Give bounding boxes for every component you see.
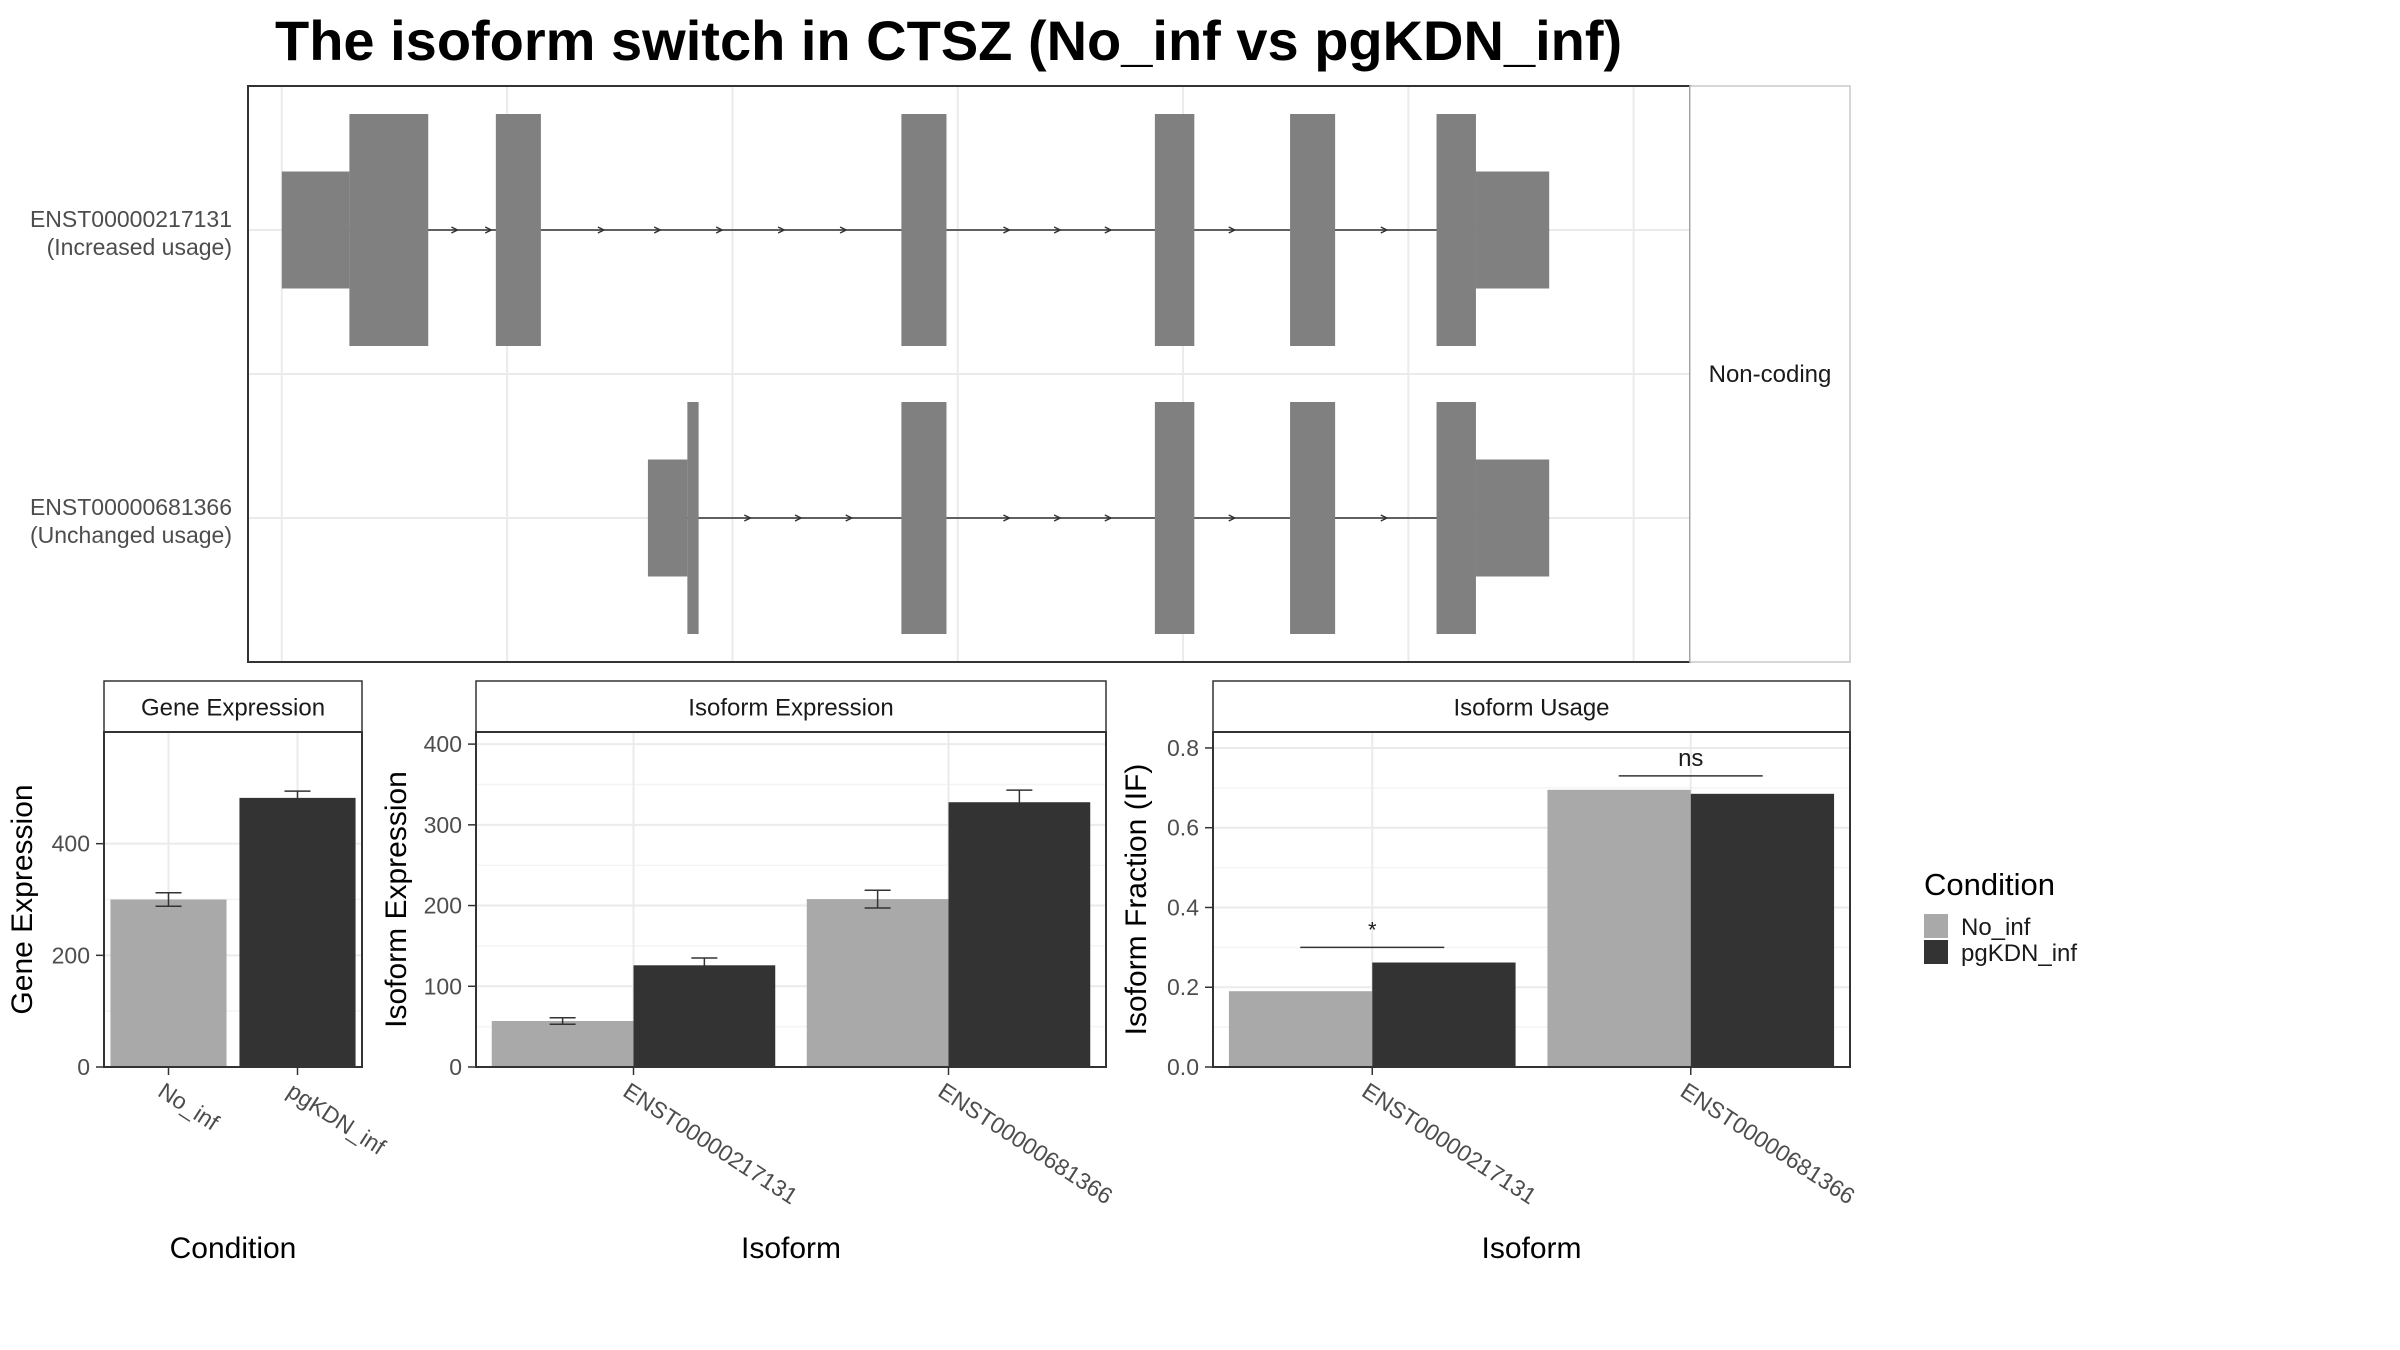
panel-border <box>103 731 363 1068</box>
isoform-usage-panel: Isoform Usage * ns 0.0 0.2 0.4 0.6 0.8 ENST00000… <box>1120 680 1860 1265</box>
bar <box>1690 793 1835 1067</box>
y-tick-label: 100 <box>424 973 462 999</box>
y-tick-label: 400 <box>52 831 90 857</box>
legend-swatch <box>1924 914 1948 938</box>
isoform-expression-panel: Isoform Expression 0 100 200 300 400 ENST00000… <box>380 680 1118 1265</box>
y-tick-label: 300 <box>424 812 462 838</box>
significance-label: * <box>1368 917 1377 942</box>
x-tick-label: ENST00000681366 <box>1676 1077 1860 1209</box>
strand-arrow <box>777 226 786 234</box>
x-axis-title: Isoform <box>741 1232 841 1265</box>
panel-border <box>1212 731 1851 1068</box>
y-tick-label: 200 <box>52 942 90 968</box>
panel-strip-label: Gene Expression <box>141 695 325 722</box>
x-tick-label: ENST00000217131 <box>1358 1077 1542 1209</box>
bar <box>806 899 949 1067</box>
x-tick-label: No_inf <box>154 1077 224 1135</box>
transcript-usage-label: (Increased usage) <box>47 234 232 260</box>
strand-arrow <box>597 226 606 234</box>
x-axis-title: Isoform <box>1481 1232 1581 1265</box>
strand-arrow <box>794 514 803 522</box>
transcript-id-label: ENST00000217131 <box>30 206 232 232</box>
panel-strip <box>103 680 363 733</box>
strand-arrow <box>1380 226 1389 234</box>
noncoding-exon <box>281 171 350 289</box>
y-tick-label: 200 <box>424 893 462 919</box>
strand-arrow <box>1003 226 1012 234</box>
strand-arrow <box>845 514 854 522</box>
bar <box>491 1020 634 1067</box>
strand-arrow <box>484 226 493 234</box>
panel-strip-label: Isoform Usage <box>1453 695 1609 722</box>
strand-arrow <box>1053 514 1062 522</box>
gene-structure-panel: ENST00000217131(Increased usage) ENST0000… <box>30 85 1851 663</box>
coding-exon <box>687 402 699 634</box>
coding-exon <box>1290 114 1336 346</box>
y-axis-title: Isoform Fraction (IF) <box>1120 764 1153 1036</box>
bar <box>1228 991 1373 1067</box>
legend-entry-label: pgKDN_inf <box>1961 940 2077 967</box>
strand-arrow <box>715 226 724 234</box>
bar <box>633 965 776 1067</box>
bar <box>110 899 227 1067</box>
coding-exon <box>901 114 947 346</box>
strand-arrow <box>1053 226 1062 234</box>
strand-arrow <box>1003 514 1012 522</box>
transcript-usage-label: (Unchanged usage) <box>30 522 232 548</box>
y-tick-label: 400 <box>424 731 462 757</box>
strand-arrow <box>1228 226 1237 234</box>
y-tick-label: 0.2 <box>1167 974 1199 1000</box>
coding-exon <box>1436 114 1476 346</box>
y-tick-label: 0 <box>77 1054 90 1080</box>
strand-arrow <box>1380 514 1389 522</box>
noncoding-exon <box>647 459 688 577</box>
bar <box>948 802 1091 1067</box>
legend-title: Condition <box>1924 867 2055 902</box>
strand-arrow <box>1104 514 1113 522</box>
bar <box>1547 789 1691 1067</box>
y-tick-label: 0 <box>449 1054 462 1080</box>
coding-exon <box>1436 402 1476 634</box>
noncoding-exon <box>1475 171 1550 289</box>
legend-swatch <box>1924 940 1948 964</box>
x-tick-label: pgKDN_inf <box>283 1077 391 1160</box>
bar <box>239 797 356 1067</box>
coding-exon <box>1154 402 1195 634</box>
noncoding-exon <box>1475 459 1550 577</box>
transcript-id-label: ENST00000681366 <box>30 494 232 520</box>
panel-strip <box>1212 680 1851 733</box>
x-tick-label: ENST00000217131 <box>619 1077 803 1209</box>
structure-strip-label: Non-coding <box>1709 361 1832 388</box>
y-tick-label: 0.8 <box>1167 735 1199 761</box>
y-tick-label: 0.6 <box>1167 815 1199 841</box>
x-axis-title: Condition <box>170 1232 297 1265</box>
y-axis-title: Isoform Expression <box>380 771 413 1028</box>
panel-strip-label: Isoform Expression <box>688 695 893 722</box>
gene-expression-panel: Gene Expression 0 200 400 No_inf pgKDN_inf Con… <box>6 680 391 1265</box>
x-tick-label: ENST00000681366 <box>934 1077 1118 1209</box>
coding-exon <box>1290 402 1336 634</box>
y-tick-label: 0.4 <box>1167 894 1199 920</box>
strand-arrow <box>839 226 848 234</box>
panel-border <box>475 731 1107 1068</box>
strand-arrow <box>1228 514 1237 522</box>
coding-exon <box>349 114 429 346</box>
coding-exon <box>901 402 947 634</box>
bar <box>1372 962 1516 1067</box>
strand-arrow <box>653 226 662 234</box>
coding-exon <box>1154 114 1195 346</box>
legend-entry-label: No_inf <box>1961 914 2031 941</box>
strand-arrow <box>451 226 460 234</box>
coding-exon <box>495 114 541 346</box>
structure-strip-box <box>1689 85 1851 663</box>
strand-arrow <box>743 514 752 522</box>
chart-title: The isoform switch in CTSZ (No_inf vs pg… <box>275 9 1623 72</box>
y-axis-title: Gene Expression <box>6 784 39 1014</box>
significance-label: ns <box>1678 745 1703 772</box>
strand-arrow <box>1104 226 1113 234</box>
y-tick-label: 0.0 <box>1167 1054 1199 1080</box>
